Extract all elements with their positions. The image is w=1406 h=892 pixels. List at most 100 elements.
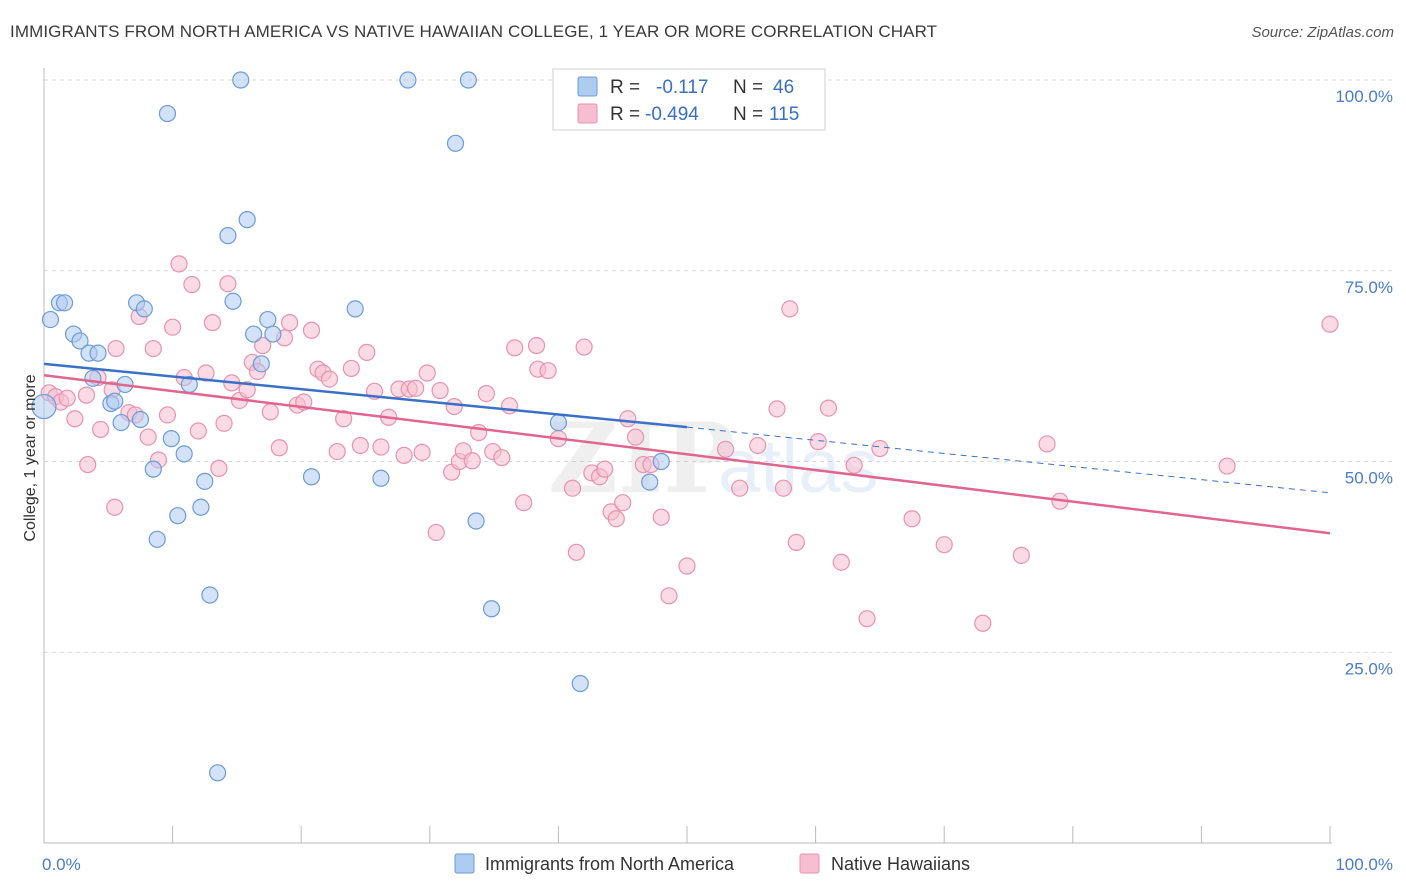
series-legend-label-pink: Native Hawaiians: [831, 854, 970, 874]
immigrants-point-15: [131, 410, 150, 429]
immigrants-point-45: [641, 473, 659, 491]
legend-swatch-pink: [577, 103, 598, 124]
native-hawaiians-point-16: [144, 339, 162, 358]
native-hawaiians-point-31: [238, 381, 256, 399]
immigrants-point-18: [158, 104, 177, 123]
native-hawaiians-point-108: [974, 614, 992, 632]
x-tick-label-max: 100.0%: [1335, 855, 1393, 874]
native-hawaiians-point-38: [281, 314, 299, 332]
native-hawaiians-point-26: [210, 459, 228, 477]
legend-box: [552, 68, 826, 131]
chart-source: Source: ZipAtlas.com: [1251, 24, 1394, 41]
immigrants-point-17: [148, 530, 166, 548]
native-hawaiians-point-85: [614, 494, 632, 512]
trend-lines: [43, 362, 1331, 535]
immigrants-trend-line: [43, 362, 688, 429]
native-hawaiians-point-54: [395, 446, 413, 464]
immigrants-point-28: [224, 292, 242, 310]
immigrants-point-10: [112, 413, 130, 432]
native-hawaiians-point-109: [1012, 546, 1030, 564]
native-hawaiians-point-65: [463, 452, 481, 470]
native-hawaiians-point-4: [66, 410, 84, 428]
native-hawaiians-point-106: [903, 510, 921, 528]
immigrants-point-11: [106, 392, 124, 410]
native-hawaiians-point-105: [871, 439, 889, 458]
native-hawaiians-point-47: [342, 359, 360, 378]
native-hawaiians-point-86: [619, 410, 637, 428]
native-hawaiians-point-62: [445, 397, 463, 416]
native-hawaiians-point-60: [431, 381, 449, 400]
legend-n-value-2: 115: [769, 104, 799, 125]
native-hawaiians-point-67: [477, 384, 495, 403]
native-hawaiians-point-25: [203, 314, 222, 332]
native-hawaiians-point-77: [563, 479, 582, 497]
native-hawaiians-point-98: [781, 300, 799, 318]
native-hawaiians-point-56: [407, 379, 425, 397]
immigrants-point-38: [399, 71, 417, 89]
native-hawaiians-point-101: [819, 399, 838, 417]
y-tick-label-75: 75.0%: [1345, 278, 1393, 297]
series-legend-label-blue: Immigrants from North America: [485, 854, 735, 874]
immigrants-point-29: [232, 71, 250, 89]
legend-r-value-1: -0.117: [656, 77, 708, 98]
y-tick-label-25: 25.0%: [1345, 659, 1393, 678]
immigrants-point-16: [144, 460, 162, 478]
native-hawaiians-point-27: [215, 414, 233, 432]
native-hawaiians-point-87: [626, 428, 645, 446]
native-hawaiians-point-112: [1218, 457, 1236, 475]
native-hawaiians-point-44: [320, 370, 339, 388]
immigrants-point-33: [259, 310, 277, 329]
native-hawaiians-point-19: [164, 318, 182, 336]
immigrants-point-1: [41, 310, 60, 329]
native-hawaiians-point-3: [58, 389, 76, 407]
y-axis-label: College, 1 year or more: [22, 374, 39, 541]
native-hawaiians-point-102: [832, 553, 850, 571]
native-hawaiians-point-97: [774, 479, 793, 497]
native-hawaiians-point-22: [183, 275, 201, 294]
legend-r-label-1: R =: [610, 77, 640, 98]
immigrants-point-21: [175, 445, 193, 463]
immigrants-point-20: [169, 507, 187, 525]
native-hawaiians-point-103: [845, 456, 863, 474]
immigrants-point-32: [252, 355, 270, 373]
native-hawaiians-point-8: [91, 420, 110, 439]
legend-n-value-1: 46: [773, 77, 794, 98]
immigrants-points: [31, 71, 670, 782]
native-hawaiians-point-58: [418, 364, 436, 382]
native-hawaiians-point-93: [716, 440, 735, 458]
native-hawaiians-point-82: [596, 460, 614, 478]
x-tick-label-min: 0.0%: [42, 855, 81, 874]
native-hawaiians-point-18: [158, 406, 177, 424]
native-hawaiians-point-110: [1038, 435, 1056, 453]
immigrants-point-43: [549, 413, 568, 432]
native-hawaiians-point-11: [107, 339, 125, 358]
native-hawaiians-point-99: [787, 533, 805, 551]
native-hawaiians-point-78: [567, 543, 586, 561]
immigrants-point-30: [238, 211, 256, 229]
native-hawaiians-point-71: [506, 339, 524, 357]
native-hawaiians-point-94: [731, 479, 749, 497]
immigrants-point-26: [209, 764, 227, 782]
legend-n-label-2: N =: [733, 104, 763, 125]
immigrants-point-44: [571, 674, 589, 693]
y-tick-labels: 25.0% 50.0% 75.0% 100.0%: [1335, 87, 1393, 678]
immigrants-point-34: [264, 325, 282, 343]
native-hawaiians-point-104: [858, 610, 876, 628]
native-hawaiians-point-59: [427, 523, 445, 542]
native-hawaiians-point-100: [809, 433, 827, 451]
native-hawaiians-point-73: [527, 336, 546, 355]
legend-r-value-2: -0.494: [645, 104, 699, 125]
native-hawaiians-point-10: [106, 498, 124, 516]
native-hawaiians-point-69: [493, 449, 511, 467]
native-hawaiians-point-90: [652, 508, 670, 526]
native-hawaiians-point-96: [768, 400, 786, 418]
immigrants-point-0: [31, 393, 57, 420]
native-hawaiians-point-107: [935, 536, 953, 554]
native-hawaiians-point-51: [372, 438, 390, 456]
native-hawaiians-point-46: [335, 410, 353, 428]
native-hawaiians-point-6: [79, 455, 97, 474]
series-legend-swatch-blue: [454, 853, 475, 874]
immigrants-point-3: [55, 294, 74, 312]
y-tick-label-100: 100.0%: [1335, 87, 1393, 106]
